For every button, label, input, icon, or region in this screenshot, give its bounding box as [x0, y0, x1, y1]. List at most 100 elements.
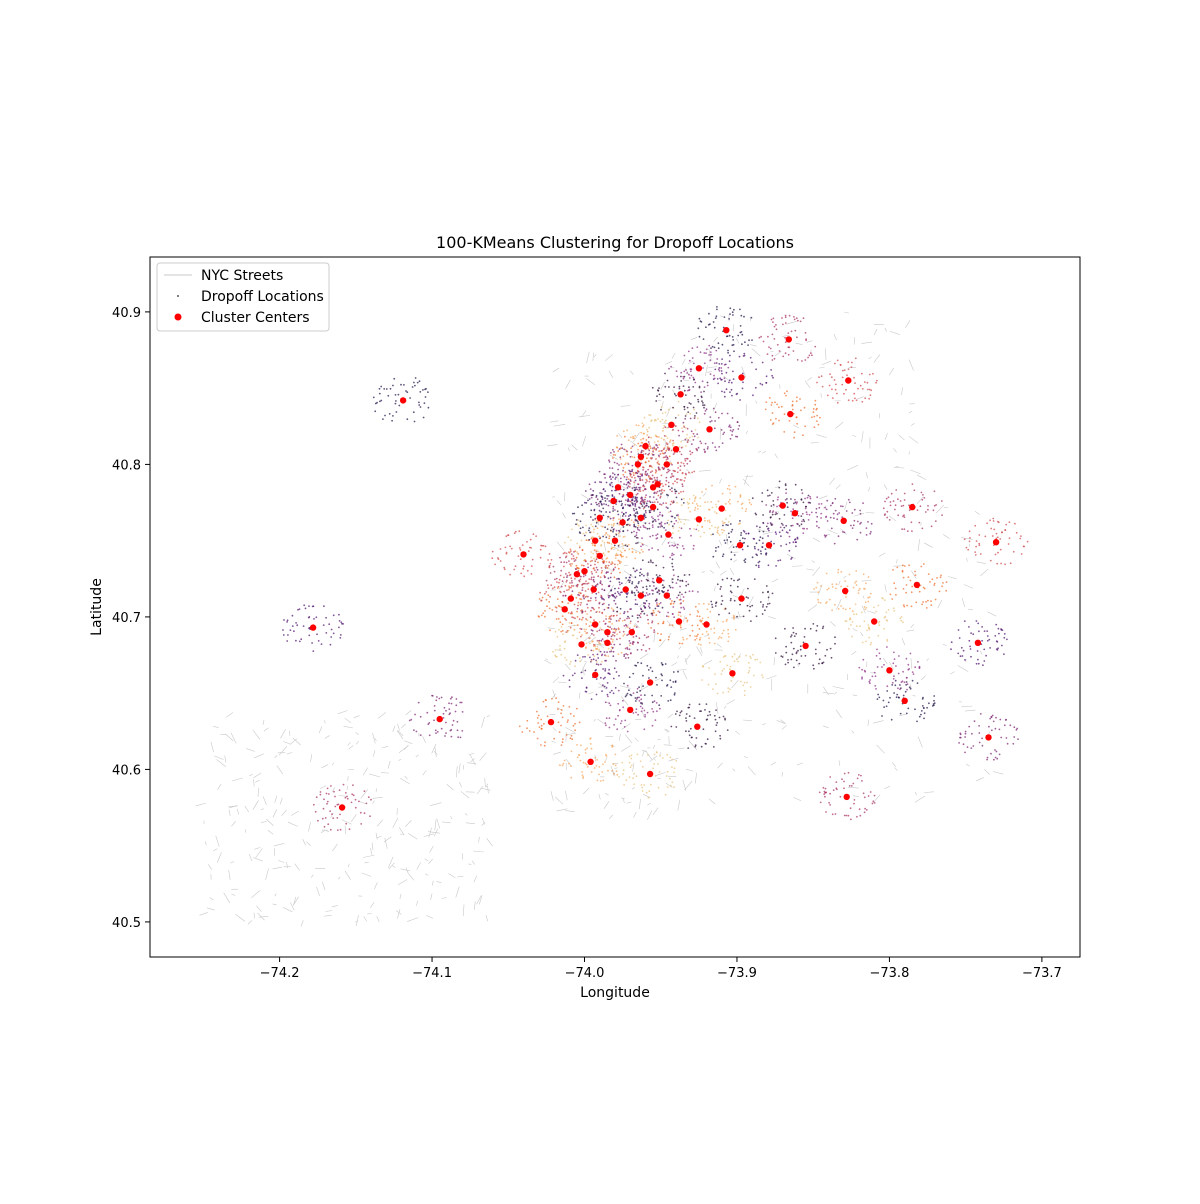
dropoff-point — [633, 474, 635, 476]
dropoff-point — [690, 403, 692, 405]
dropoff-point — [308, 605, 310, 607]
dropoff-point — [615, 597, 617, 599]
dropoff-point — [673, 569, 675, 571]
dropoff-point — [290, 629, 292, 631]
dropoff-point — [545, 591, 547, 593]
dropoff-point — [846, 374, 848, 376]
dropoff-point — [778, 420, 780, 422]
dropoff-point — [635, 512, 637, 514]
dropoff-point — [650, 784, 652, 786]
dropoff-point — [810, 498, 812, 500]
dropoff-point — [689, 437, 691, 439]
dropoff-point — [647, 712, 649, 714]
dropoff-point — [668, 368, 670, 370]
dropoff-point — [890, 594, 892, 596]
dropoff-point — [693, 363, 695, 365]
cluster-center-point — [437, 716, 443, 722]
dropoff-point — [619, 631, 621, 633]
dropoff-point — [654, 480, 656, 482]
dropoff-point — [733, 350, 735, 352]
dropoff-point — [641, 611, 643, 613]
dropoff-point — [646, 586, 648, 588]
dropoff-point — [702, 617, 704, 619]
dropoff-point — [699, 497, 701, 499]
dropoff-point — [789, 315, 791, 317]
dropoff-point — [635, 508, 637, 510]
dropoff-point — [808, 502, 810, 504]
dropoff-point — [628, 689, 630, 691]
dropoff-point — [722, 600, 724, 602]
dropoff-point — [726, 665, 728, 667]
dropoff-point — [796, 653, 798, 655]
dropoff-point — [721, 603, 723, 605]
dropoff-point — [861, 401, 863, 403]
dropoff-point — [626, 556, 628, 558]
x-tick-label: −74.0 — [565, 966, 605, 981]
dropoff-point — [521, 731, 523, 733]
dropoff-point — [738, 523, 740, 525]
dropoff-point — [667, 446, 669, 448]
dropoff-point — [713, 746, 715, 748]
legend-streets-label: NYC Streets — [201, 268, 283, 284]
dropoff-point — [552, 588, 554, 590]
dropoff-point — [693, 495, 695, 497]
dropoff-point — [645, 650, 647, 652]
dropoff-point — [648, 427, 650, 429]
dropoff-point — [577, 624, 579, 626]
dropoff-point — [775, 324, 777, 326]
dropoff-point — [652, 475, 654, 477]
dropoff-point — [762, 592, 764, 594]
dropoff-point — [647, 623, 649, 625]
dropoff-point — [699, 318, 701, 320]
dropoff-point — [765, 548, 767, 550]
dropoff-point — [866, 527, 868, 529]
dropoff-point — [611, 651, 613, 653]
dropoff-point — [590, 503, 592, 505]
dropoff-point — [920, 505, 922, 507]
dropoff-point — [641, 787, 643, 789]
dropoff-point — [652, 767, 654, 769]
dropoff-point — [593, 581, 595, 583]
dropoff-point — [820, 513, 822, 515]
dropoff-point — [914, 708, 916, 710]
dropoff-point — [656, 538, 658, 540]
dropoff-point — [614, 588, 616, 590]
dropoff-point — [906, 689, 908, 691]
dropoff-point — [549, 608, 551, 610]
dropoff-point — [667, 771, 669, 773]
dropoff-point — [613, 529, 615, 531]
dropoff-point — [789, 529, 791, 531]
dropoff-point — [588, 530, 590, 532]
dropoff-point — [877, 666, 879, 668]
dropoff-point — [609, 511, 611, 513]
dropoff-point — [744, 694, 746, 696]
legend-dropoff-label: Dropoff Locations — [201, 289, 324, 305]
dropoff-point — [988, 726, 990, 728]
dropoff-point — [681, 527, 683, 529]
dropoff-point — [566, 734, 568, 736]
dropoff-point — [313, 605, 315, 607]
dropoff-point — [875, 688, 877, 690]
dropoff-point — [830, 648, 832, 650]
dropoff-point — [633, 773, 635, 775]
dropoff-point — [731, 531, 733, 533]
dropoff-point — [554, 571, 556, 573]
dropoff-point — [871, 523, 873, 525]
dropoff-point — [729, 489, 731, 491]
dropoff-point — [743, 560, 745, 562]
dropoff-point — [628, 579, 630, 581]
dropoff-point — [612, 634, 614, 636]
dropoff-point — [599, 510, 601, 512]
dropoff-point — [659, 394, 661, 396]
dropoff-point — [544, 593, 546, 595]
dropoff-point — [569, 686, 571, 688]
dropoff-point — [824, 796, 826, 798]
dropoff-point — [683, 370, 685, 372]
dropoff-point — [902, 671, 904, 673]
dropoff-point — [803, 317, 805, 319]
dropoff-point — [648, 443, 650, 445]
cluster-center-point — [845, 377, 851, 383]
dropoff-point — [585, 580, 587, 582]
dropoff-point — [637, 537, 639, 539]
dropoff-point — [768, 528, 770, 530]
